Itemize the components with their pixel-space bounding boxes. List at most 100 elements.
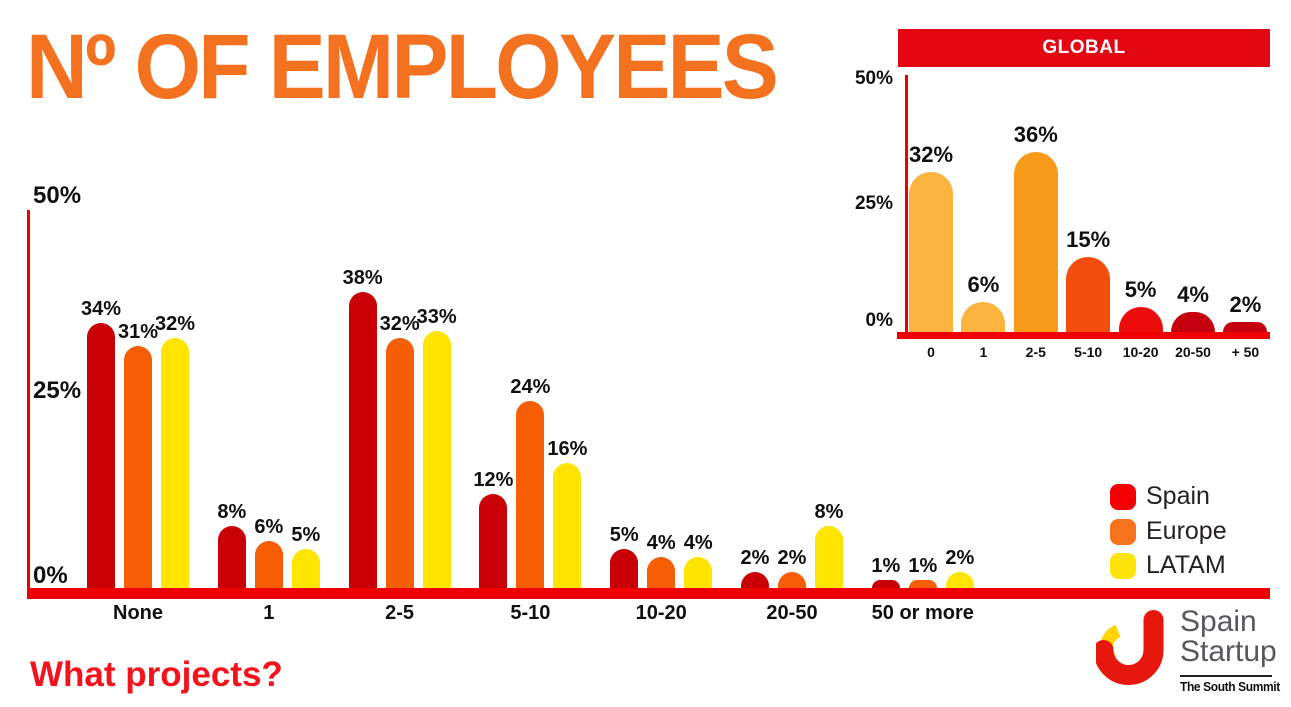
global-x-axis-baseline xyxy=(897,332,1270,339)
bar-latam-4 xyxy=(684,556,713,588)
bar-spain-4 xyxy=(610,549,639,588)
main-category-label: 10-20 xyxy=(635,602,687,624)
main-category-label: 5-10 xyxy=(510,602,551,624)
logo-wordmark: Spain Startup xyxy=(1180,607,1277,667)
legend-swatch-europe xyxy=(1110,518,1136,545)
logo-divider xyxy=(1180,675,1272,677)
bar-latam-1 xyxy=(291,549,320,588)
global-y-tick-label: 0% xyxy=(865,310,893,331)
global-bar-0 xyxy=(909,172,953,332)
bar-spain-6 xyxy=(871,580,900,588)
bar-europe-2 xyxy=(385,338,414,588)
main-y-tick-label: 25% xyxy=(33,377,82,404)
bar-europe-1 xyxy=(254,541,283,588)
page-title: Nº OF EMPLOYEES xyxy=(26,16,779,118)
legend-swatch-spain xyxy=(1110,484,1136,510)
global-bar-3 xyxy=(1066,257,1111,332)
bar-value-label: 2% xyxy=(777,547,807,570)
bar-europe-4 xyxy=(647,556,676,588)
logo-line1: Spain xyxy=(1180,605,1257,638)
bar-value-label: 1% xyxy=(871,555,901,578)
global-bar-value-label: 5% xyxy=(1124,277,1157,302)
bar-value-label: 2% xyxy=(945,547,975,570)
footer-question: What projects? xyxy=(30,655,283,694)
global-bar-1 xyxy=(961,302,1006,332)
bar-value-label: 38% xyxy=(342,266,383,289)
main-x-axis-baseline xyxy=(27,588,1270,599)
main-y-tick-label: 0% xyxy=(33,562,68,589)
global-y-tick-label: 50% xyxy=(854,68,893,89)
main-category-label: 50 or more xyxy=(871,602,974,624)
bar-spain-3 xyxy=(479,494,508,588)
bar-value-label: 33% xyxy=(416,305,457,328)
global-bar-value-label: 15% xyxy=(1066,227,1111,252)
bar-europe-0 xyxy=(124,346,152,588)
bar-value-label: 32% xyxy=(154,313,196,336)
bar-latam-6 xyxy=(945,572,974,588)
global-category-label: 10-20 xyxy=(1122,344,1159,360)
spain-startup-logo-icon xyxy=(1096,610,1164,685)
global-bar-value-label: 4% xyxy=(1177,282,1209,307)
global-y-tick-label: 25% xyxy=(854,193,893,214)
global-chart-header: GLOBAL xyxy=(898,29,1270,67)
legend-swatch-latam xyxy=(1110,553,1136,580)
main-category-label: 1 xyxy=(263,602,275,624)
bar-value-label: 8% xyxy=(814,500,844,523)
bar-value-label: 32% xyxy=(379,313,420,336)
bar-spain-5 xyxy=(741,572,769,588)
global-bar-6 xyxy=(1223,322,1268,332)
global-category-label: + 50 xyxy=(1231,344,1260,360)
bar-value-label: 2% xyxy=(740,547,770,570)
bar-value-label: 5% xyxy=(291,524,321,546)
legend-label: LATAM xyxy=(1146,551,1226,580)
global-category-label: 5-10 xyxy=(1074,344,1103,360)
bar-spain-2 xyxy=(348,291,377,588)
main-category-label: 2-5 xyxy=(385,602,415,624)
main-y-axis-line xyxy=(27,210,30,590)
legend-label: Spain xyxy=(1146,482,1210,510)
global-bar-value-label: 2% xyxy=(1229,292,1262,317)
legend-label: Europe xyxy=(1146,516,1227,545)
bar-value-label: 24% xyxy=(510,375,551,398)
global-bar-5 xyxy=(1171,312,1215,332)
global-category-label: 2-5 xyxy=(1025,344,1046,360)
bar-value-label: 4% xyxy=(646,531,676,554)
global-bar-2 xyxy=(1013,152,1058,332)
spain-startup-logo: Spain Startup The South Summit xyxy=(1096,603,1291,703)
bar-europe-5 xyxy=(778,572,806,588)
bar-spain-1 xyxy=(217,525,246,588)
bar-value-label: 6% xyxy=(254,516,284,539)
bar-value-label: 1% xyxy=(908,555,938,578)
logo-red-swoosh xyxy=(1096,610,1164,685)
bar-value-label: 12% xyxy=(473,469,514,492)
bar-europe-3 xyxy=(516,400,545,588)
global-y-axis-line xyxy=(905,75,908,332)
global-category-label: 0 xyxy=(927,344,935,360)
bar-value-label: 8% xyxy=(217,500,247,523)
bar-latam-0 xyxy=(161,338,189,588)
main-category-label: 20-50 xyxy=(766,602,818,624)
main-category-label: None xyxy=(113,602,163,624)
global-category-label: 1 xyxy=(979,344,988,360)
bar-latam-2 xyxy=(422,330,451,588)
bar-value-label: 31% xyxy=(117,321,159,344)
bar-value-label: 5% xyxy=(609,524,639,546)
logo-tagline: The South Summit xyxy=(1180,680,1280,694)
bar-value-label: 16% xyxy=(547,438,588,461)
global-bar-value-label: 6% xyxy=(967,272,1000,297)
main-y-tick-label: 50% xyxy=(33,182,82,209)
global-bar-value-label: 36% xyxy=(1013,122,1058,147)
bar-spain-0 xyxy=(87,322,115,588)
bar-value-label: 34% xyxy=(80,297,122,320)
global-category-label: 20-50 xyxy=(1175,344,1211,360)
bar-latam-5 xyxy=(815,525,843,588)
bar-europe-6 xyxy=(908,580,937,588)
global-bar-value-label: 32% xyxy=(908,142,954,167)
bar-value-label: 4% xyxy=(683,531,713,554)
logo-line2: Startup xyxy=(1180,635,1277,668)
bar-latam-3 xyxy=(553,463,582,588)
